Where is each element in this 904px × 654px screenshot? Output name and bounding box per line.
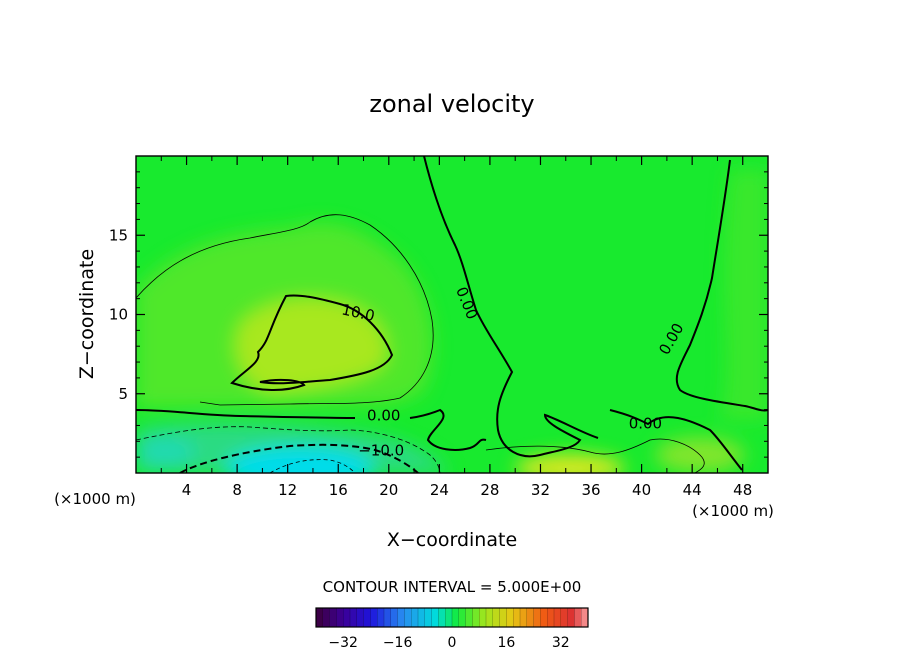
positive-core bbox=[234, 296, 388, 395]
colorbar-swatch bbox=[513, 608, 521, 627]
x-unit-right: (×1000 m) bbox=[692, 502, 774, 520]
contour-label: 0.00 bbox=[629, 415, 662, 433]
colorbar-swatch bbox=[540, 608, 548, 627]
colorbar-swatch bbox=[526, 608, 534, 627]
colorbar-swatch bbox=[377, 608, 385, 627]
colorbar-swatch bbox=[458, 608, 466, 627]
x-tick-label: 32 bbox=[531, 481, 550, 499]
colorbar-swatch bbox=[329, 608, 337, 627]
colorbar-swatch bbox=[350, 608, 358, 627]
contour-0-left bbox=[136, 408, 487, 451]
contour-label: −10.0 bbox=[358, 442, 404, 460]
colorbar-swatch bbox=[479, 608, 487, 627]
x-tick-label: 36 bbox=[581, 481, 600, 499]
x-tick-label: 12 bbox=[278, 481, 297, 499]
x-tick-label: 8 bbox=[232, 481, 242, 499]
colorbar-swatch bbox=[343, 608, 351, 627]
colorbar-swatch bbox=[316, 608, 324, 627]
colorbar-swatch bbox=[499, 608, 507, 627]
x-tick-label: 16 bbox=[329, 481, 348, 499]
colorbar-frame bbox=[315, 607, 589, 628]
colorbar-swatch bbox=[336, 608, 344, 627]
contour-lines bbox=[136, 156, 768, 473]
colorbar-tick-label: −32 bbox=[328, 635, 358, 651]
chart-title: zonal velocity bbox=[369, 90, 534, 118]
colorbar-swatch bbox=[472, 608, 480, 627]
colorbar-swatch bbox=[465, 608, 473, 627]
y-tick-label: 15 bbox=[109, 226, 128, 244]
colorbar-swatch bbox=[404, 608, 412, 627]
contour-interval: CONTOUR INTERVAL = 5.000E+00 bbox=[323, 578, 582, 596]
colorbar-swatch bbox=[397, 608, 405, 627]
x-tick-label: 40 bbox=[632, 481, 651, 499]
colorbar-ticks: −32 −16 0 16 32 bbox=[328, 635, 569, 651]
contour-label: 0.00 bbox=[367, 407, 400, 425]
x-tick-label: 28 bbox=[480, 481, 499, 499]
colorbar-swatch bbox=[554, 608, 562, 627]
colorbar-swatch bbox=[445, 608, 453, 627]
contour-5-bottom bbox=[485, 438, 705, 473]
colorbar-swatch bbox=[431, 608, 439, 627]
colorbar-swatch bbox=[581, 608, 589, 627]
colorbar-tick-label: 0 bbox=[448, 635, 457, 651]
positive-patch-bottom bbox=[515, 454, 625, 473]
colorbar-swatch bbox=[438, 608, 446, 627]
x-unit-left: (×1000 m) bbox=[54, 490, 136, 508]
colorbar-tick-label: 16 bbox=[497, 635, 515, 651]
y-axis-label: Z−coordinate bbox=[76, 249, 98, 379]
x-tick-label: 20 bbox=[379, 481, 398, 499]
negative-core bbox=[225, 446, 375, 473]
contour-10 bbox=[230, 294, 394, 392]
colorbar-tick-label: 32 bbox=[552, 635, 570, 651]
colorbar-tick-label: −16 bbox=[383, 635, 413, 651]
colorbar-swatch bbox=[520, 608, 528, 627]
colorbar-swatch bbox=[390, 608, 398, 627]
colorbar-swatch bbox=[411, 608, 419, 627]
contour-neg10 bbox=[179, 443, 419, 473]
colorbar-swatch bbox=[424, 608, 432, 627]
negative-patch-left bbox=[136, 436, 195, 468]
colorbar-swatch bbox=[452, 608, 460, 627]
x-axis-ticks: 4 8 12 16 20 24 28 32 36 40 44 48 bbox=[160, 156, 752, 499]
colorbar-swatch bbox=[418, 608, 426, 627]
y-tick-label: 5 bbox=[118, 385, 128, 403]
colorbar-swatch bbox=[547, 608, 555, 627]
colorbar-swatch bbox=[506, 608, 514, 627]
positive-region-right bbox=[720, 170, 768, 420]
colorbar-swatch bbox=[363, 608, 371, 627]
x-tick-label: 44 bbox=[683, 481, 702, 499]
contour-neg15 bbox=[269, 459, 356, 473]
colorbar-swatch bbox=[560, 608, 568, 627]
colorbar bbox=[315, 607, 589, 628]
colorbar-swatch bbox=[486, 608, 494, 627]
contour-0-right bbox=[609, 159, 768, 471]
x-tick-label: 48 bbox=[733, 481, 752, 499]
colorbar-swatch bbox=[322, 608, 330, 627]
colorbar-swatch bbox=[492, 608, 500, 627]
x-tick-label: 4 bbox=[182, 481, 192, 499]
y-axis-ticks: 5 10 15 bbox=[109, 171, 768, 458]
contour-5 bbox=[136, 214, 434, 406]
x-tick-label: 24 bbox=[430, 481, 449, 499]
colorbar-swatch bbox=[384, 608, 392, 627]
colorbar-swatch bbox=[356, 608, 364, 627]
colorbar-swatch bbox=[574, 608, 582, 627]
y-tick-label: 10 bbox=[109, 306, 128, 324]
x-axis-label: X−coordinate bbox=[387, 529, 517, 551]
contour-0-middle bbox=[423, 156, 599, 458]
colorbar-swatch bbox=[370, 608, 378, 627]
colorbar-swatch bbox=[533, 608, 541, 627]
heatmap-field bbox=[136, 170, 768, 473]
colorbar-swatch bbox=[567, 608, 575, 627]
